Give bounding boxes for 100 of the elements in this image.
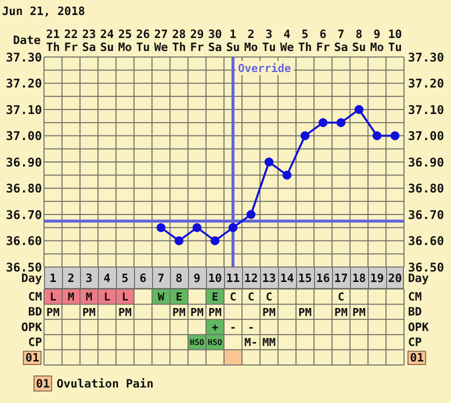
- text: L: [50, 290, 56, 304]
- text: -: [230, 320, 236, 334]
- category-label: CM: [28, 290, 42, 304]
- y-tick-label: 36.70: [6, 208, 42, 222]
- category-label: CP: [408, 335, 422, 350]
- x-tick-label: 2: [68, 271, 74, 285]
- x-tick-label: 15: [298, 271, 312, 285]
- point: [228, 223, 238, 232]
- text: M: [86, 290, 92, 304]
- x2-tick-label: 2 Mo: [244, 27, 258, 54]
- text: PM: [208, 306, 222, 319]
- x-tick-label: 17: [334, 271, 348, 285]
- x-tick-label: 1: [50, 271, 57, 285]
- y2-tick-label: 36.60: [408, 234, 444, 248]
- point: [192, 223, 202, 232]
- x-tick-label: 12: [244, 271, 258, 285]
- text: PM: [46, 306, 60, 319]
- text: C: [338, 290, 344, 304]
- point: [372, 131, 382, 140]
- text: PM: [118, 306, 132, 319]
- y2-tick-label: 37.30: [408, 50, 444, 64]
- point: [282, 170, 292, 180]
- text: HSO: [208, 338, 222, 348]
- x2-tick-label: 27 We: [154, 27, 168, 54]
- text: +: [212, 320, 218, 334]
- category-label: 01: [410, 350, 424, 364]
- x2-tick-label: 4 We: [280, 27, 294, 54]
- text: PM: [334, 306, 348, 319]
- point: [264, 158, 274, 166]
- x2-tick-label: 29 Fr: [190, 27, 204, 54]
- point: [300, 131, 310, 140]
- x-tick-label: 11: [226, 271, 240, 285]
- y2-tick-label: 36.90: [408, 155, 444, 170]
- x-tick-label: 10: [208, 271, 222, 285]
- point: [246, 210, 256, 219]
- y-tick-label: 36.80: [6, 182, 42, 196]
- x2-tick-label: 26 Tu: [136, 27, 150, 54]
- text: PM: [298, 306, 312, 319]
- x2-tick-label: 3 Tu: [262, 27, 276, 54]
- text: C: [230, 290, 236, 304]
- x-tick-label: 16: [316, 271, 330, 285]
- x-tick-label: 7: [158, 271, 165, 285]
- category-label: OPK: [408, 320, 429, 334]
- x2-tick-label: 22 Fr: [64, 27, 78, 54]
- x2-tick-label: 10 Tu: [388, 27, 402, 54]
- text: PM: [352, 306, 366, 319]
- x-tick-label: 9: [194, 271, 201, 285]
- x-tick-label: 5: [122, 271, 129, 285]
- y2-tick-label: 37.20: [408, 76, 444, 91]
- text: W: [158, 290, 164, 304]
- x-tick-label: 13: [262, 271, 276, 285]
- point: [318, 118, 328, 128]
- point: [210, 236, 220, 246]
- category-label: 01: [36, 376, 50, 390]
- x2-tick-label: 28 Th: [172, 27, 186, 54]
- category-label: CM: [408, 290, 422, 304]
- point: [390, 131, 400, 140]
- x2-tick-label: 30 Sa: [208, 27, 222, 54]
- x2-tick-label: 25 Mo: [118, 27, 132, 54]
- point: [354, 105, 364, 114]
- y-tick-label: 37.20: [6, 76, 42, 91]
- text: PM: [262, 306, 276, 319]
- category-label: CP: [28, 335, 42, 350]
- y-tick-label: 37.10: [6, 102, 42, 117]
- category-label: BD: [28, 304, 42, 319]
- y-tick-label: 37.30: [6, 50, 42, 64]
- chart-title: Jun 21, 2018: [2, 4, 86, 18]
- y2-tick-label: 37.00: [408, 129, 444, 144]
- x-tick-label: 18: [352, 271, 366, 285]
- text: L: [122, 290, 128, 304]
- x-tick-label: 20: [388, 271, 402, 285]
- x2-tick-label: 6 Fr: [316, 27, 330, 54]
- y2-tick-label: 36.70: [408, 208, 444, 222]
- text: MM: [262, 336, 276, 350]
- point: [156, 223, 166, 232]
- y-tick-label: 36.60: [6, 234, 42, 248]
- text: PM: [190, 306, 204, 319]
- x2-tick-label: 23 Sa: [82, 27, 96, 54]
- x-tick-label: 6: [140, 271, 147, 285]
- text: HSO: [190, 338, 204, 348]
- x-tick-label: 19: [370, 271, 384, 285]
- x2-tick-label: 21 Th: [46, 27, 60, 54]
- text: L: [104, 290, 110, 304]
- text: E: [176, 290, 182, 304]
- text: Ovulation Pain: [56, 376, 154, 390]
- x-tick-label: 4: [104, 271, 111, 285]
- x2-axis-title: Date: [13, 33, 41, 47]
- x-tick-label: 14: [280, 271, 294, 285]
- category-label: 01: [25, 350, 40, 364]
- text: C: [266, 290, 272, 304]
- x-tick-label: 3: [86, 271, 93, 285]
- text: C: [248, 290, 254, 304]
- x2-tick-label: 1 Su: [226, 27, 240, 54]
- x2-tick-label: 8 Su: [352, 27, 366, 54]
- y2-tick-label: 36.80: [408, 182, 444, 196]
- x2-tick-label: 9 Mo: [370, 27, 384, 54]
- text: -: [248, 320, 254, 334]
- ref-line-label: Override: [238, 62, 292, 75]
- text: PM: [172, 306, 186, 319]
- x2-tick-label: 5 Th: [298, 27, 312, 54]
